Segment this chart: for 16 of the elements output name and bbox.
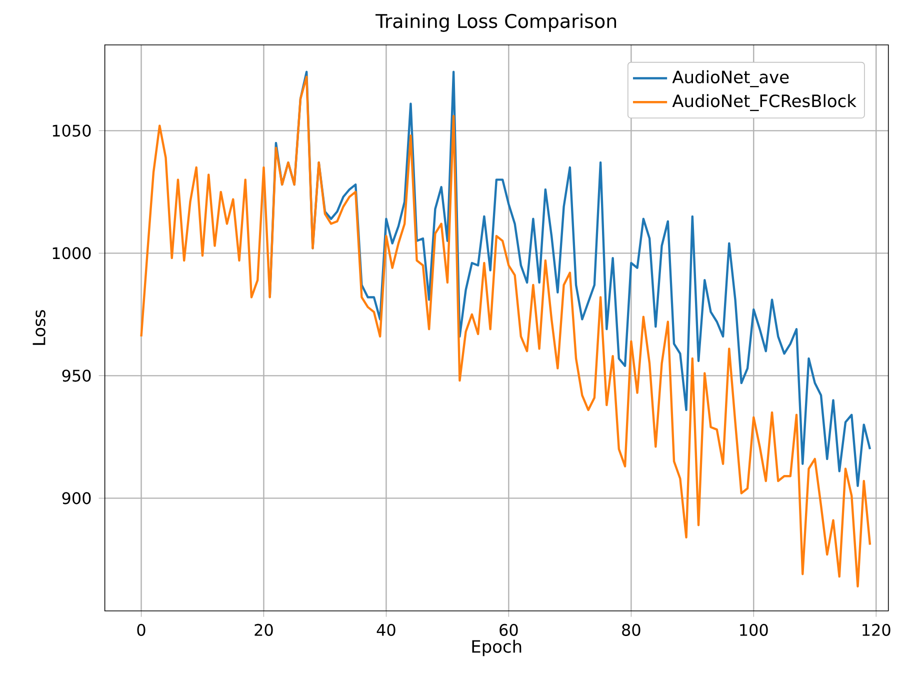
x-tick-label: 0 xyxy=(137,624,146,636)
x-tick-label: 80 xyxy=(622,624,640,636)
x-tick-label: 40 xyxy=(376,624,396,636)
y-tick-label: 950 xyxy=(62,370,91,382)
y-tick-label: 1050 xyxy=(52,124,91,137)
x-axis-title: Epoch xyxy=(472,640,522,656)
x-tick-label: 60 xyxy=(500,624,518,636)
y-axis-title: Loss xyxy=(32,310,46,345)
x-tick-label: 120 xyxy=(862,624,890,636)
x-tick-label: 100 xyxy=(740,624,768,636)
x-tick-label: 20 xyxy=(254,624,273,636)
legend-label: AudioNet_ave xyxy=(672,70,789,88)
chart-title: Training Loss Comparison xyxy=(376,14,616,32)
y-tick-label: 1000 xyxy=(52,247,91,260)
y-tick-label: 900 xyxy=(62,492,91,504)
legend-label: AudioNet_FCResBlock xyxy=(672,94,856,112)
